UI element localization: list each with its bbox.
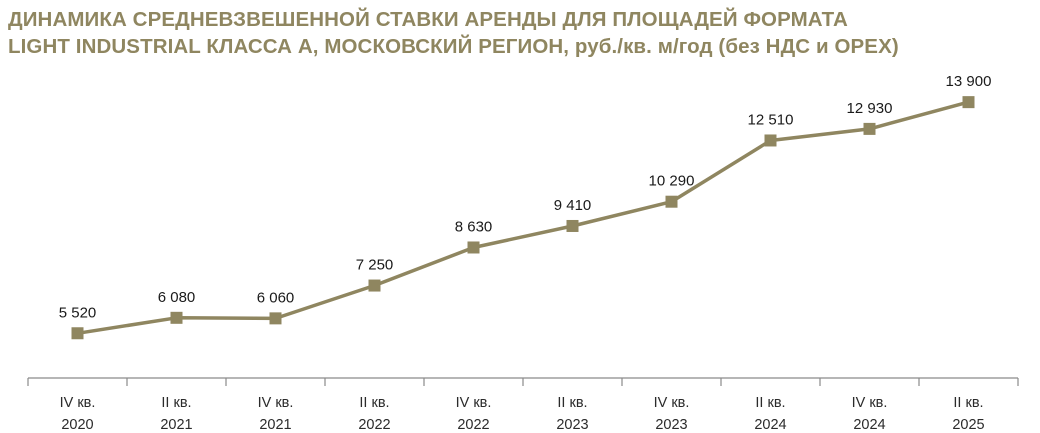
data-label: 5 520 [59, 304, 97, 321]
x-tick-label-year: 2022 [358, 417, 390, 433]
x-tick-label-year: 2023 [556, 417, 588, 433]
chart-title-line-1: ДИНАМИКА СРЕДНЕВЗВЕШЕННОЙ СТАВКИ АРЕНДЫ … [8, 8, 848, 31]
x-tick-label-quarter: IV кв. [456, 395, 492, 411]
chart-title-line-2: LIGHT INDUSTRIAL КЛАССА А, МОСКОВСКИЙ РЕ… [8, 35, 899, 58]
x-tick-label-year: 2020 [61, 417, 93, 433]
x-tick-label-year: 2021 [259, 417, 291, 433]
data-point-marker [269, 312, 282, 325]
data-point-marker [467, 241, 480, 254]
series-line [77, 100, 969, 336]
data-label: 7 250 [356, 257, 394, 274]
data-label: 9 410 [554, 197, 592, 214]
data-point-marker [962, 96, 975, 109]
data-point-marker [71, 327, 84, 340]
x-tick-label-year: 2021 [160, 417, 192, 433]
x-tick-label-quarter: IV кв. [654, 395, 690, 411]
x-tick-label-quarter: II кв. [557, 395, 587, 411]
data-point-marker [170, 311, 183, 324]
series [71, 96, 975, 340]
data-label: 8 630 [455, 218, 493, 235]
data-point-marker [863, 122, 876, 135]
x-tick-label-quarter: IV кв. [258, 395, 294, 411]
data-point-marker [764, 134, 777, 147]
x-tick-label-year: 2024 [754, 417, 786, 433]
value-labels: 5 520 6 080 6 060 7 250 8 630 9 410 10 290 12 5… [59, 73, 992, 321]
x-tick-label-year: 2023 [655, 417, 687, 433]
x-tick-label-year: 2022 [457, 417, 489, 433]
x-tick-label-quarter: II кв. [359, 395, 389, 411]
data-label: 13 900 [946, 73, 992, 90]
x-axis: IV кв. 2020 II кв. 2021 IV кв. 2021 II кв. 2022… [27, 377, 1019, 433]
data-point-marker [368, 279, 381, 292]
data-label: 10 290 [649, 173, 695, 190]
x-tick-label-year: 2025 [952, 417, 984, 433]
data-label: 6 060 [257, 289, 295, 306]
x-tick-label-quarter: II кв. [953, 395, 983, 411]
data-point-marker [665, 195, 678, 208]
data-label: 6 080 [158, 289, 196, 306]
x-tick-label-quarter: II кв. [161, 395, 191, 411]
data-label: 12 510 [748, 111, 794, 128]
x-tick-label-year: 2024 [853, 417, 885, 433]
data-point-marker [566, 219, 579, 232]
chart-title: ДИНАМИКА СРЕДНЕВЗВЕШЕННОЙ СТАВКИ АРЕНДЫ … [8, 6, 1028, 60]
x-tick-label-quarter: IV кв. [852, 395, 888, 411]
x-tick-label-quarter: IV кв. [60, 395, 96, 411]
x-tick-label-quarter: II кв. [755, 395, 785, 411]
data-label: 12 930 [847, 100, 893, 117]
